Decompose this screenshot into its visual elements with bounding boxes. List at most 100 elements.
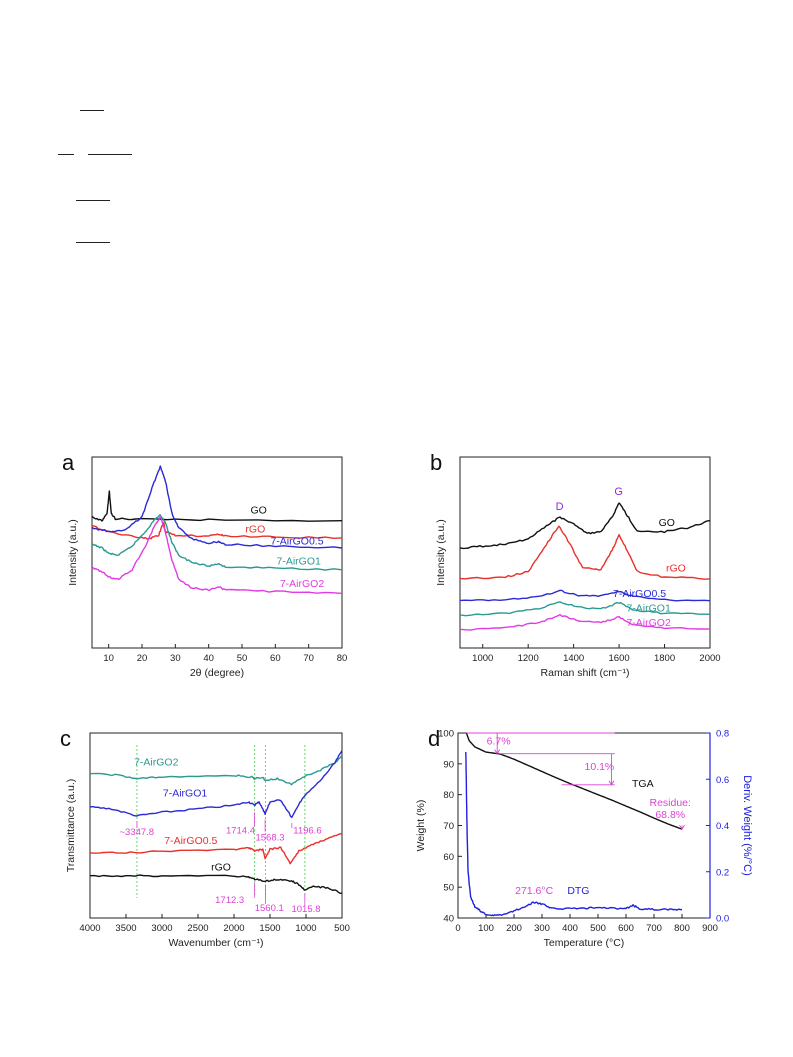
series-line-rgo: [459, 525, 711, 580]
x-axis-label: Wavenumber (cm⁻¹): [169, 937, 264, 949]
series-label: GO: [659, 517, 675, 529]
series-label: rGO: [666, 563, 686, 575]
series-line-7-airgo0-5: [459, 589, 711, 602]
y-tick-label: 40: [443, 914, 454, 925]
rule-4: [76, 200, 110, 201]
series-label: rGO: [211, 861, 231, 873]
series-line-7-airgo1: [459, 601, 711, 617]
plot-frame: [91, 456, 343, 649]
y2-tick-label: 0.6: [716, 775, 729, 786]
series-label: TGA: [632, 778, 654, 790]
series-label: 7-AirGO1: [163, 787, 208, 799]
x-tick-label: 2500: [187, 923, 208, 934]
y-tick-label: 100: [438, 729, 454, 740]
peak-annotation: 1568.3: [255, 832, 284, 843]
y-axis-label: Transmittance (a.u.): [65, 779, 77, 873]
panel-letter-c: c: [60, 726, 71, 751]
rule-2: [58, 154, 74, 155]
x-tick-label: 1200: [518, 653, 539, 664]
y2-tick-label: 0.4: [716, 821, 729, 832]
x-tick-label: 70: [303, 653, 314, 664]
chart-b: b 1000 1200 1400 1600 1800 2000 Raman shift (cm…: [430, 450, 721, 679]
x-tick-label: 40: [203, 653, 214, 664]
peak-annotation: 1714.4: [226, 825, 255, 836]
series-line-go: [91, 490, 343, 522]
x-tick-label: 900: [702, 923, 718, 934]
x-tick-label: 50: [237, 653, 248, 664]
chart-a: a 10 20 30 40 50 60 70 80 2θ (degree) Intensity (a…: [62, 450, 347, 679]
x-tick-label: 3000: [151, 923, 172, 934]
plot-frame: [89, 732, 343, 919]
series-label: 7-AirGO0.5: [613, 588, 666, 600]
series-line-rgo: [89, 874, 342, 894]
series-label: 10.1%: [585, 761, 615, 773]
series-label: 7-AirGO0.5: [270, 535, 323, 547]
peak-annotation: ~3347.8: [119, 827, 154, 838]
series-label: D: [556, 501, 564, 513]
series-label: 7-AirGO1: [276, 555, 321, 567]
series-label: 7-AirGO2: [134, 757, 179, 769]
x-tick-label: 800: [674, 923, 690, 934]
x-tick-label: 400: [562, 923, 578, 934]
y-tick-label: 90: [443, 759, 454, 770]
series-label: 7-AirGO0.5: [164, 835, 217, 847]
y2-tick-label: 0.2: [716, 867, 729, 878]
peak-annotation: 1015.8: [291, 904, 320, 915]
x-tick-label: 100: [478, 923, 494, 934]
panel-letter-a: a: [62, 450, 75, 475]
rule-3: [88, 154, 132, 155]
series-label: Residue:: [650, 797, 691, 809]
x-tick-label: 1500: [259, 923, 280, 934]
x-tick-label: 4000: [79, 923, 100, 934]
series-line-7-airgo1: [89, 750, 343, 819]
x-tick-label: 1000: [295, 923, 316, 934]
y2-tick-label: 0.0: [716, 914, 729, 925]
series-line-7-airgo2: [89, 755, 343, 786]
y-axis-label: Intensity (a.u.): [435, 519, 447, 586]
x-tick-label: 3500: [115, 923, 136, 934]
x-tick-label: 700: [646, 923, 662, 934]
panel-letter-d: d: [428, 726, 440, 751]
x-axis-label: Raman shift (cm⁻¹): [541, 667, 630, 679]
series-label: DTG: [567, 885, 589, 897]
x-tick-label: 600: [618, 923, 634, 934]
rule-5: [76, 242, 110, 243]
chart-c: c 4000 3500 3000 2500 2000 1500 1000 500 Wavenumb…: [60, 726, 350, 949]
x-tick-label: 1000: [472, 653, 493, 664]
y-axis-label: Weight (%): [415, 800, 427, 852]
series-label: G: [614, 486, 623, 498]
x-tick-label: 20: [137, 653, 148, 664]
series-label: 6.7%: [487, 736, 511, 748]
y-tick-label: 70: [443, 821, 454, 832]
peak-annotation: 1560.1: [255, 903, 284, 914]
rule-1: [80, 110, 104, 111]
annotation-arrowhead: [608, 780, 615, 786]
annotation-arrowhead: [679, 824, 685, 831]
x-tick-label: 80: [337, 653, 348, 664]
series-line-7-airgo0-5: [89, 832, 343, 865]
peak-annotation: 1196.6: [293, 825, 321, 836]
series-line-go: [459, 502, 711, 550]
x-tick-label: 1400: [563, 653, 584, 664]
x-tick-label: 60: [270, 653, 281, 664]
annotation-arrowhead: [494, 749, 501, 755]
series-label: 7-AirGO2: [280, 578, 325, 590]
peak-annotation: 1712.3: [215, 895, 244, 906]
y-tick-label: 80: [443, 790, 454, 801]
x-tick-label: 1600: [609, 653, 630, 664]
x-tick-label: 0: [455, 923, 460, 934]
x-tick-label: 300: [534, 923, 550, 934]
x-tick-label: 2000: [223, 923, 244, 934]
x-tick-label: 30: [170, 653, 181, 664]
x-axis-label: 2θ (degree): [190, 667, 244, 679]
series-label: 7-AirGO2: [626, 617, 671, 629]
y-tick-label: 60: [443, 852, 454, 863]
plot-frame: [459, 456, 711, 649]
series-line-tga: [465, 732, 683, 830]
x-tick-label: 500: [334, 923, 350, 934]
y-tick-label: 50: [443, 883, 454, 894]
x-tick-label: 10: [103, 653, 114, 664]
series-line-7-airgo1: [91, 514, 343, 571]
series-label: rGO: [245, 523, 265, 535]
series-label: GO: [250, 504, 266, 516]
